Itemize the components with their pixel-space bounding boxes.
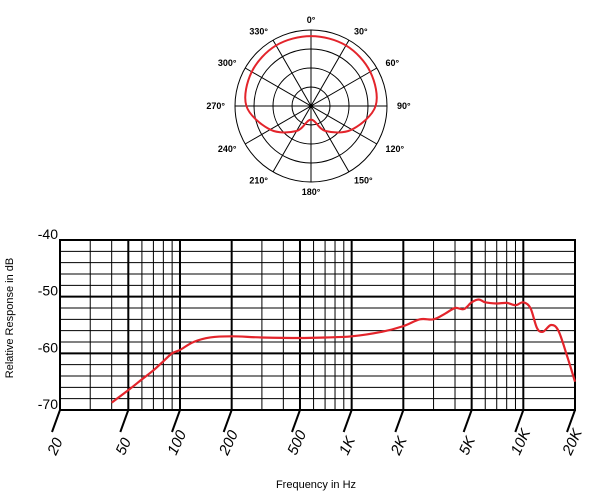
x-tick-label: 2K: [387, 433, 411, 459]
polar-angle-label: 300°: [218, 58, 237, 68]
polar-angle-label: 0°: [307, 15, 316, 25]
x-axis-title: Frequency in Hz: [276, 479, 356, 491]
x-tick-mark: [566, 409, 576, 433]
x-tick-mark: [394, 409, 405, 433]
plot-frame: [59, 239, 576, 411]
polar-angle-label: 270°: [206, 101, 225, 111]
response-curve: [111, 298, 577, 404]
polar-angle-label: 30°: [354, 27, 368, 37]
polar-angle-label: 180°: [302, 187, 321, 197]
x-tick-mark: [222, 409, 233, 433]
polar-angle-label: 120°: [385, 144, 404, 154]
polar-angle-label: 330°: [249, 27, 268, 37]
x-tick-label: 500: [284, 427, 310, 457]
x-tick-label: 20: [44, 435, 67, 459]
x-tick-mark: [514, 409, 525, 433]
polar-angle-label: 150°: [354, 175, 373, 185]
x-tick-mark: [51, 409, 61, 433]
frequency-response-chart: Relative Response in dB Frequency in Hz …: [4, 226, 586, 491]
y-tick-label: -40: [38, 226, 58, 242]
y-tick-label: -50: [38, 283, 58, 299]
x-tick-label: 50: [113, 435, 136, 458]
x-tick-mark: [342, 409, 353, 433]
polar-angle-label: 60°: [385, 58, 399, 68]
polar-response-curve: [244, 35, 378, 134]
polar-plot: 0° 30° 60° 90° 120° 150° 180° 210° 240° 270° 300° 3…: [206, 15, 411, 197]
x-tick-label: 100: [164, 427, 190, 457]
x-tick-label: 200: [215, 427, 242, 458]
y-tick-label: -60: [38, 339, 58, 355]
x-tick-mark: [119, 409, 130, 433]
x-tick-mark: [291, 409, 301, 433]
y-tick-label: -70: [38, 396, 58, 412]
y-axis-title: Relative Response in dB: [4, 258, 16, 378]
x-tick-label: 10K: [508, 425, 535, 457]
polar-angle-label: 210°: [249, 175, 268, 185]
x-tick-mark: [171, 409, 181, 433]
x-tick-mark: [462, 409, 473, 433]
polar-angle-label: 240°: [218, 144, 237, 154]
x-tick-label: 5K: [456, 433, 480, 458]
x-tick-label: 20K: [559, 425, 587, 458]
polar-angle-label: 90°: [397, 101, 411, 111]
x-tick-label: 1K: [336, 433, 360, 458]
polar-spoke: [272, 39, 350, 173]
